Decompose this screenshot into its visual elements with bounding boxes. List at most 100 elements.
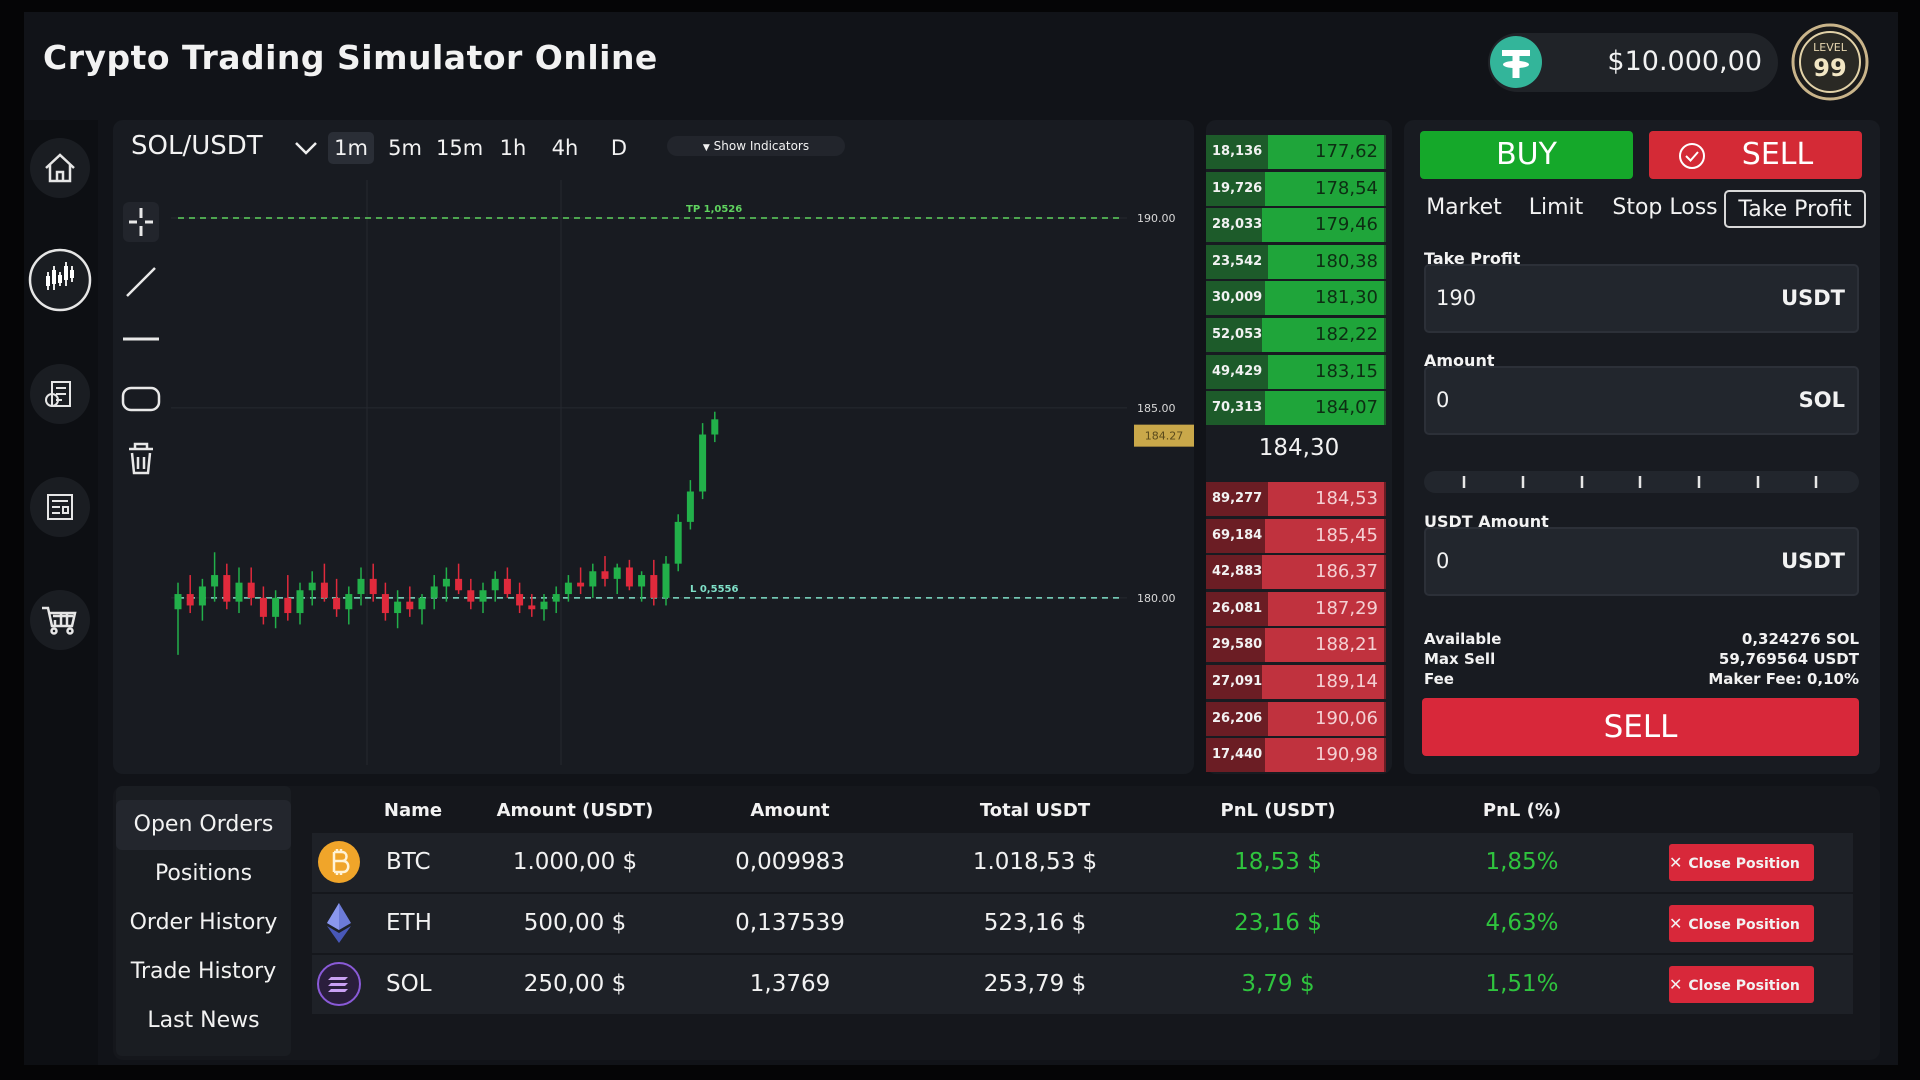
- positions-tab[interactable]: Positions: [154, 861, 253, 886]
- bids-bar: [1265, 628, 1384, 663]
- order-type-tab[interactable]: Limit: [1528, 195, 1584, 220]
- positions-tab[interactable]: Trade History: [130, 959, 277, 984]
- close-x: ✕: [1669, 853, 1683, 872]
- cell: 1,85%: [1485, 849, 1559, 875]
- info-value: 0,324276 SOL: [1741, 630, 1859, 648]
- asks-bar: [1265, 391, 1384, 426]
- bids-amount: 26,081: [1212, 600, 1263, 616]
- order-type-tab[interactable]: Stop Loss: [1612, 195, 1718, 220]
- timeframe[interactable]: 5m: [388, 136, 422, 160]
- bids-price: 184,53: [1315, 488, 1378, 509]
- bids-amount: 17,440: [1212, 747, 1263, 763]
- cell: 0,137539: [735, 910, 845, 936]
- asks-row: 28,033 179,46: [1206, 208, 1386, 243]
- field-unit: USDT: [1781, 286, 1845, 310]
- last-price-box: [1134, 424, 1194, 447]
- candle-body: [345, 594, 353, 610]
- bids-row: 69,184 185,45: [1206, 518, 1386, 553]
- bids-amount: 27,091: [1212, 674, 1263, 689]
- candle-body: [211, 575, 219, 587]
- candle-body: [589, 571, 597, 587]
- rect-tool[interactable]: [121, 386, 161, 412]
- portfolio-icon[interactable]: [30, 364, 90, 424]
- column-header: Amount: [750, 800, 830, 821]
- balance-pill: $10.000,00: [1488, 33, 1778, 92]
- chart-icon[interactable]: [28, 248, 92, 312]
- positions-tab[interactable]: Open Orders: [116, 800, 291, 850]
- field-input[interactable]: 0 SOL: [1424, 366, 1859, 435]
- candle-body: [552, 594, 560, 602]
- indicators-button[interactable]: ▼ Show Indicators: [667, 136, 845, 156]
- asks-price: 182,22: [1315, 324, 1378, 345]
- order-type-tab[interactable]: Take Profit: [1724, 190, 1866, 228]
- timeframe[interactable]: 1h: [499, 136, 527, 160]
- crosshair-tool[interactable]: [129, 208, 153, 236]
- field-unit: USDT: [1781, 549, 1845, 573]
- asks-row: 52,053 182,22: [1206, 318, 1386, 352]
- asks-amount: 52,053: [1212, 327, 1263, 342]
- timeframe[interactable]: 15m: [436, 136, 484, 160]
- bids-amount: 89,277: [1212, 491, 1263, 506]
- candle-body: [601, 571, 609, 579]
- buy-button[interactable]: BUY: [1420, 131, 1633, 179]
- field-unit: SOL: [1798, 388, 1845, 412]
- info-value: 59,769564 USDT: [1718, 650, 1859, 668]
- news-icon[interactable]: [30, 477, 90, 537]
- pair-chevron[interactable]: [293, 138, 319, 158]
- delete-tool[interactable]: [129, 442, 153, 475]
- timeframe[interactable]: 1m: [328, 132, 374, 164]
- cell: 3,79 $: [1241, 971, 1315, 997]
- level-number: 99: [1813, 54, 1846, 82]
- bids-amount: 42,883: [1212, 564, 1263, 580]
- cell-name: ETH: [386, 910, 432, 936]
- cell: 18,53 $: [1234, 849, 1322, 875]
- limit-label: L 0,5556: [690, 584, 738, 595]
- info-row: Max Sell 59,769564 USDT: [1424, 650, 1859, 670]
- bids-bar: [1268, 482, 1384, 516]
- sell-tab-text: SELL: [1741, 137, 1814, 172]
- coin-icon: [318, 841, 360, 883]
- order-type-tab[interactable]: Market: [1426, 195, 1502, 220]
- cell: 0,009983: [735, 849, 845, 875]
- candle-body: [320, 582, 328, 598]
- bids-amount: 29,580: [1212, 637, 1263, 653]
- candle-body: [406, 601, 414, 610]
- mid-price: 184,30: [1258, 435, 1340, 461]
- position-row: SOL 250,00 $ 1,3769 253,79 $ 3,79 $ 1,51% ✕ Clo…: [312, 955, 1853, 1014]
- bids-price: 188,21: [1315, 634, 1378, 656]
- candle-body: [662, 563, 670, 598]
- timeframe[interactable]: D: [610, 136, 628, 160]
- close-position-button[interactable]: ✕ Close Position: [1669, 844, 1814, 881]
- bids-row: 26,206 190,06: [1206, 701, 1386, 736]
- asks-row: 19,726 178,54: [1206, 171, 1386, 206]
- asks-bar: [1262, 318, 1384, 352]
- close-position-button[interactable]: ✕ Close Position: [1669, 966, 1814, 1003]
- asks-price: 177,62: [1315, 141, 1378, 162]
- timeframe[interactable]: 4h: [551, 136, 579, 160]
- submit-sell-button[interactable]: SELL: [1422, 698, 1859, 756]
- cell: 500,00 $: [523, 910, 627, 936]
- pair-selector[interactable]: SOL/USDT: [131, 131, 263, 161]
- candle-body: [369, 578, 377, 595]
- candle-body: [381, 594, 389, 614]
- field-input[interactable]: 0 USDT: [1424, 527, 1859, 596]
- shop-icon[interactable]: [30, 590, 90, 650]
- bids-price: 190,98: [1315, 744, 1378, 766]
- positions-tab[interactable]: Last News: [147, 1008, 260, 1033]
- candle-body: [686, 491, 694, 522]
- column-header: PnL (%): [1482, 800, 1562, 821]
- cell: 4,63%: [1485, 910, 1559, 936]
- balance-amount: $10.000,00: [1607, 46, 1762, 77]
- cell-name: SOL: [386, 971, 432, 997]
- home-icon[interactable]: [30, 138, 90, 198]
- cell: 1,51%: [1485, 971, 1559, 997]
- app-title: Crypto Trading Simulator Online: [43, 38, 658, 77]
- cell: 1.000,00 $: [512, 849, 638, 875]
- sell-tab-button[interactable]: SELL: [1649, 131, 1862, 179]
- amount-slider[interactable]: [1424, 471, 1859, 493]
- cell: 1,3769: [749, 971, 831, 997]
- close-position-button[interactable]: ✕ Close Position: [1669, 905, 1814, 942]
- positions-tab[interactable]: Order History: [129, 910, 278, 935]
- field-input[interactable]: 190 USDT: [1424, 264, 1859, 333]
- line-tool[interactable]: [126, 267, 156, 297]
